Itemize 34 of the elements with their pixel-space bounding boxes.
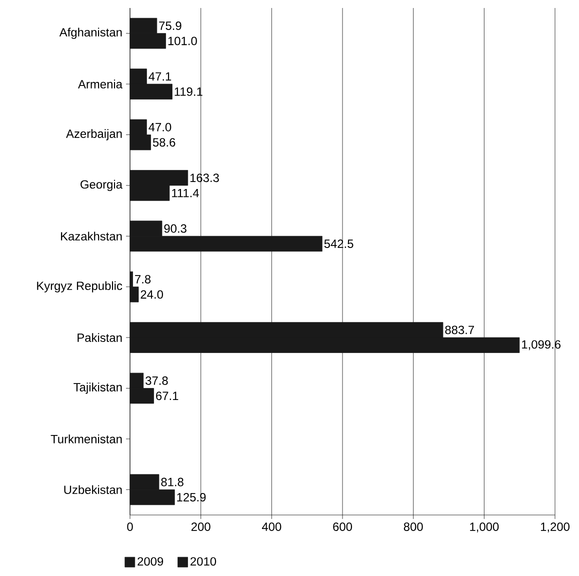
- x-tick-label: 800: [404, 522, 423, 531]
- y-tick-label: Tajikistan: [74, 382, 122, 394]
- legend-label: 2009: [138, 557, 164, 566]
- data-label: 37.8: [146, 376, 168, 385]
- data-label: 67.1: [156, 392, 178, 400]
- data-label: 75.9: [159, 22, 182, 30]
- data-label: 90.3: [164, 224, 186, 233]
- x-tick-label: 1,200: [540, 522, 570, 532]
- data-label: 47.0: [148, 122, 172, 132]
- x-tick-label: 600: [333, 522, 352, 531]
- x-tick-label: 1,000: [470, 522, 499, 532]
- data-label: 542.5: [324, 240, 354, 248]
- data-label: 101.0: [168, 36, 197, 46]
- x-tick-label: 400: [262, 522, 282, 531]
- y-tick-label: Afghanistan: [59, 28, 122, 39]
- y-tick-label: Armenia: [78, 80, 122, 88]
- x-tick-label: 200: [191, 522, 210, 531]
- y-tick-label: Uzbekistan: [64, 485, 122, 494]
- data-label: 1,099.6: [522, 340, 561, 350]
- y-tick-label: Pakistan: [78, 333, 122, 342]
- y-tick-label: Kyrgyz Republic: [37, 281, 122, 292]
- y-tick-label: Kazakhstan: [61, 232, 122, 241]
- legend-label: 2010: [190, 557, 216, 566]
- data-label: 7.8: [135, 275, 151, 284]
- data-label: 58.6: [152, 138, 176, 147]
- x-tick-label: 0: [127, 522, 133, 531]
- y-tick-label: Turkmenistan: [50, 434, 122, 444]
- data-label: 883.7: [445, 326, 474, 334]
- data-label: 24.0: [140, 290, 164, 299]
- data-label: 47.1: [148, 72, 172, 81]
- y-tick-label: Azerbaijan: [66, 129, 122, 140]
- y-tick-label: Georgia: [80, 180, 122, 192]
- data-label: 81.8: [161, 478, 184, 486]
- data-label: 111.4: [172, 188, 199, 198]
